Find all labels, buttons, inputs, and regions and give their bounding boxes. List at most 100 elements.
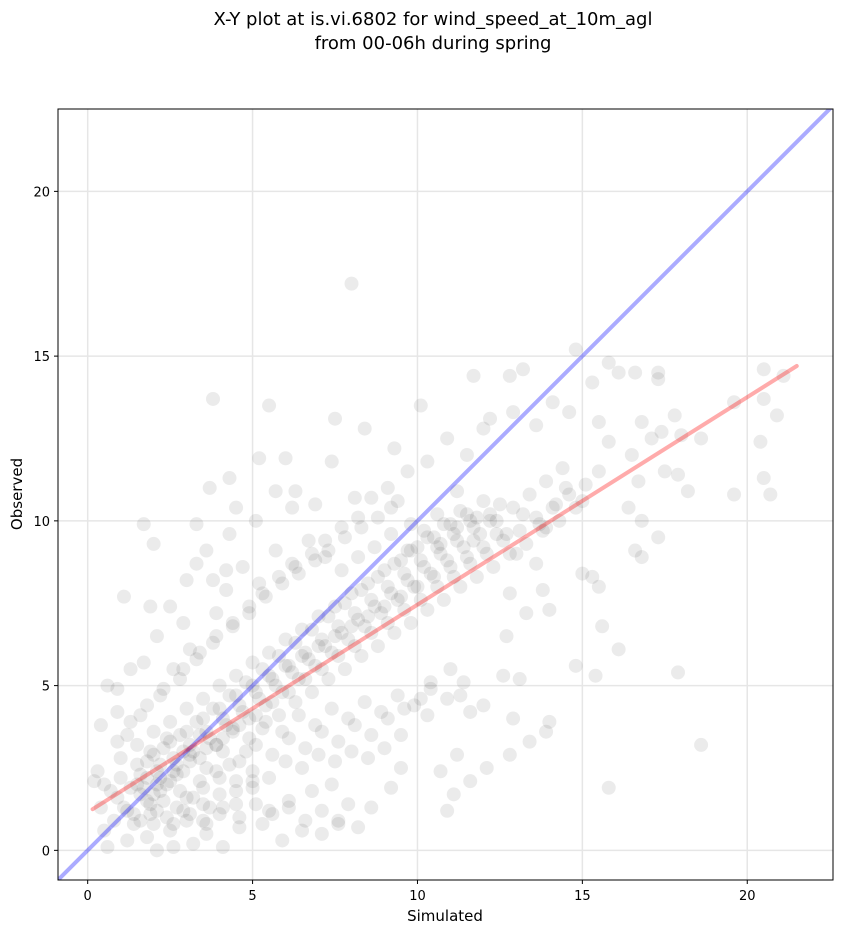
data-point [295,760,310,775]
data-point [351,612,366,627]
data-point [255,721,270,736]
data-point [232,820,247,835]
data-point [370,569,385,584]
data-point [591,415,606,430]
data-point [271,648,286,663]
chart-title-line-2: from 00-06h during spring [315,33,552,54]
data-point [136,655,151,670]
data-point [443,517,458,532]
data-point [374,606,389,621]
data-point [242,711,257,726]
data-point [258,698,273,713]
data-point [667,408,682,423]
data-point [364,592,379,607]
data-point [232,810,247,825]
data-point [215,711,230,726]
data-point [351,820,366,835]
x-tick-label: 10 [409,889,426,904]
data-point [393,760,408,775]
data-point [344,276,359,291]
data-point [631,474,646,489]
data-point [380,579,395,594]
data-point [489,527,504,542]
data-point [314,724,329,739]
data-point [136,780,151,795]
data-point [403,517,418,532]
data-point [192,728,207,743]
data-point [120,803,135,818]
data-point [634,550,649,565]
data-point [634,415,649,430]
data-point [298,672,313,687]
data-point [116,800,131,815]
data-point [463,513,478,528]
data-point [281,793,296,808]
data-point [189,517,204,532]
data-point [245,678,260,693]
data-point [136,517,151,532]
data-point [591,579,606,594]
data-point [163,599,178,614]
data-point [209,737,224,752]
data-point [146,747,161,762]
data-point [654,424,669,439]
data-point [130,757,145,772]
data-point [393,728,408,743]
data-point [393,553,408,568]
data-point [149,777,164,792]
data-point [196,711,211,726]
data-point [232,754,247,769]
data-point [159,777,174,792]
data-point [644,431,659,446]
data-point [532,517,547,532]
data-point [351,510,366,525]
data-point [337,662,352,677]
data-point [328,629,343,644]
data-point [298,645,313,660]
data-point [585,569,600,584]
data-point [97,777,112,792]
data-point [186,790,201,805]
data-point [430,579,445,594]
data-point [387,625,402,640]
data-point [314,662,329,677]
data-point [624,447,639,462]
data-point [436,592,451,607]
data-point [275,724,290,739]
x-axis-ticks: 0 5 10 15 20 [84,880,756,904]
data-point [450,484,465,499]
data-point [357,695,372,710]
data-point [219,563,234,578]
data-point [123,714,138,729]
data-point [651,372,666,387]
data-point [166,816,181,831]
data-point [512,672,527,687]
data-point [516,507,530,522]
data-point [100,840,115,855]
data-point [450,533,465,548]
data-point [199,724,214,739]
data-point [727,395,742,410]
data-point [159,810,174,825]
data-point [753,434,768,449]
data-point [657,464,672,479]
data-point [173,784,188,799]
data-point [123,662,138,677]
data-point [163,823,178,838]
data-point [288,559,303,574]
data-point [159,731,174,746]
data-point [321,672,336,687]
data-point [601,434,616,449]
x-tick-label: 20 [739,889,756,904]
data-point [156,793,171,808]
data-point [93,800,108,815]
data-point [123,780,138,795]
data-point [347,718,362,733]
data-point [179,790,194,805]
data-point [331,734,346,749]
data-point [146,816,161,831]
data-point [575,494,590,509]
data-point [344,586,359,601]
data-point [212,787,227,802]
data-point [186,836,201,851]
